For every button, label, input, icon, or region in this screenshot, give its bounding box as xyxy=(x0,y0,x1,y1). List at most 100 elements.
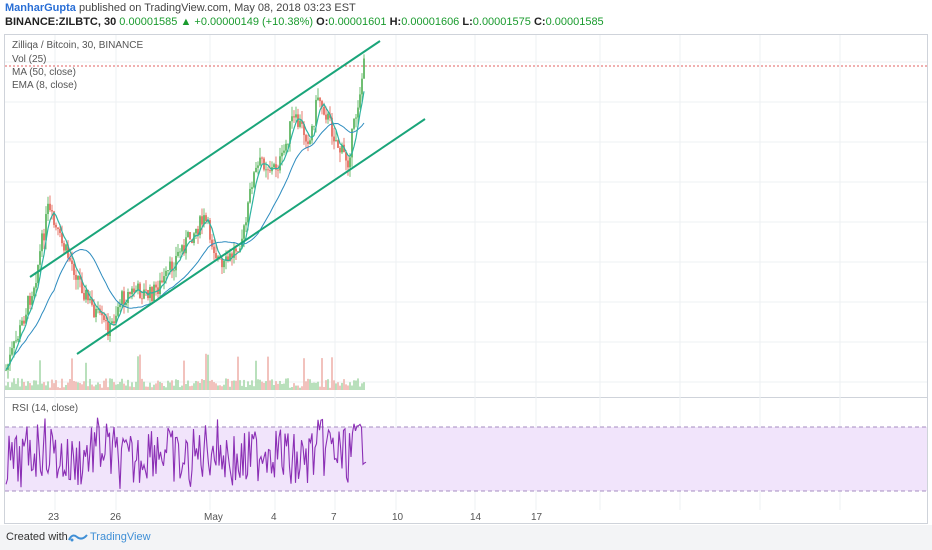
candle-body xyxy=(227,256,229,262)
candle-body xyxy=(303,123,305,136)
candle-body xyxy=(215,253,217,259)
volume-bar xyxy=(117,384,119,390)
volume-bar xyxy=(305,381,307,390)
volume-bar xyxy=(35,380,37,390)
last-price: 0.00001585 xyxy=(119,16,178,28)
volume-bar xyxy=(195,380,197,390)
legend-ema[interactable]: EMA (8, close) xyxy=(12,80,78,91)
volume-bar xyxy=(223,384,225,390)
candle-body xyxy=(123,291,125,305)
volume-bar xyxy=(9,387,11,390)
candle-body xyxy=(87,289,89,301)
high-label: H: xyxy=(389,16,402,28)
volume-bar xyxy=(65,384,67,390)
candle-body xyxy=(111,321,113,324)
candle-body xyxy=(285,143,287,151)
candle-body xyxy=(71,260,73,264)
candle-body xyxy=(167,270,169,271)
volume-bar xyxy=(83,381,85,390)
x-tick-label: May xyxy=(204,512,223,523)
candle-body xyxy=(327,113,329,120)
candle-body xyxy=(363,58,365,79)
volume-bar xyxy=(89,378,91,390)
volume-bar xyxy=(359,386,361,390)
volume-bar xyxy=(81,384,83,390)
volume-bar xyxy=(125,385,127,390)
publish-info: ManharGupta published on TradingView.com… xyxy=(5,2,356,14)
candle-body xyxy=(159,280,161,295)
candle-body xyxy=(161,280,163,283)
author-link[interactable]: ManharGupta xyxy=(5,2,76,14)
candle-body xyxy=(45,214,47,241)
volume-bar xyxy=(155,383,157,390)
volume-bar xyxy=(227,378,229,390)
volume-bar xyxy=(55,380,57,390)
volume-bar xyxy=(157,380,159,390)
volume-bar xyxy=(59,387,61,390)
candle-body xyxy=(77,275,79,280)
candle-body xyxy=(267,169,269,171)
volume-bar xyxy=(247,381,249,390)
candle-body xyxy=(279,156,281,171)
volume-bar xyxy=(105,378,107,390)
volume-bar xyxy=(45,385,47,390)
tradingview-link[interactable]: TradingView xyxy=(90,531,151,543)
candle-body xyxy=(211,239,213,247)
candle-body xyxy=(51,210,53,212)
channel-lower-line[interactable] xyxy=(76,118,426,355)
legend-rsi[interactable]: RSI (14, close) xyxy=(12,403,79,414)
volume-bar xyxy=(21,378,23,390)
candle-body xyxy=(277,169,279,171)
volume-bar xyxy=(347,385,349,390)
chart-frame[interactable] xyxy=(4,34,928,524)
candle-body xyxy=(269,170,271,172)
candle-body xyxy=(309,140,311,144)
volume-bar xyxy=(27,381,29,390)
volume-bar xyxy=(29,383,31,390)
candle-body xyxy=(59,228,61,233)
volume-bar xyxy=(275,381,277,390)
pane-separator[interactable] xyxy=(4,397,928,398)
candle-body xyxy=(127,291,129,303)
candle-body xyxy=(91,298,93,305)
volume-bar xyxy=(339,385,341,390)
candle-body xyxy=(283,150,285,153)
channel-upper-line[interactable] xyxy=(29,40,381,278)
volume-bar xyxy=(23,381,25,390)
volume-bar xyxy=(307,378,309,390)
volume-bar xyxy=(239,380,241,390)
volume-bar xyxy=(325,380,327,390)
candle-body xyxy=(351,128,353,158)
volume-bar xyxy=(281,383,283,390)
volume-bar xyxy=(51,379,53,390)
volume-bar xyxy=(75,381,77,390)
candle-body xyxy=(179,251,181,253)
volume-bar xyxy=(145,386,147,390)
candle-body xyxy=(203,215,205,225)
volume-bar xyxy=(303,358,305,390)
volume-bar xyxy=(123,383,125,390)
candle-body xyxy=(235,248,237,252)
candle-body xyxy=(141,298,143,300)
candle-body xyxy=(17,338,19,341)
volume-bar xyxy=(39,360,41,390)
volume-bar xyxy=(159,381,161,390)
volume-bar xyxy=(343,379,345,390)
candle-body xyxy=(291,116,293,122)
legend-ma[interactable]: MA (50, close) xyxy=(12,67,76,78)
x-tick-label: 14 xyxy=(470,512,482,523)
tradingview-logo-icon[interactable] xyxy=(68,532,88,543)
volume-bar xyxy=(355,380,357,390)
candle-body xyxy=(355,117,357,119)
candle-body xyxy=(9,354,11,365)
legend-vol[interactable]: Vol (25) xyxy=(12,54,47,65)
candle-body xyxy=(313,125,315,127)
x-tick-label: 4 xyxy=(271,512,277,523)
candle-body xyxy=(209,220,211,240)
candle-body xyxy=(11,348,13,355)
volume-bar xyxy=(53,383,55,390)
x-tick-label: 7 xyxy=(331,512,337,523)
volume-bar xyxy=(93,386,95,390)
candle-body xyxy=(19,325,21,339)
